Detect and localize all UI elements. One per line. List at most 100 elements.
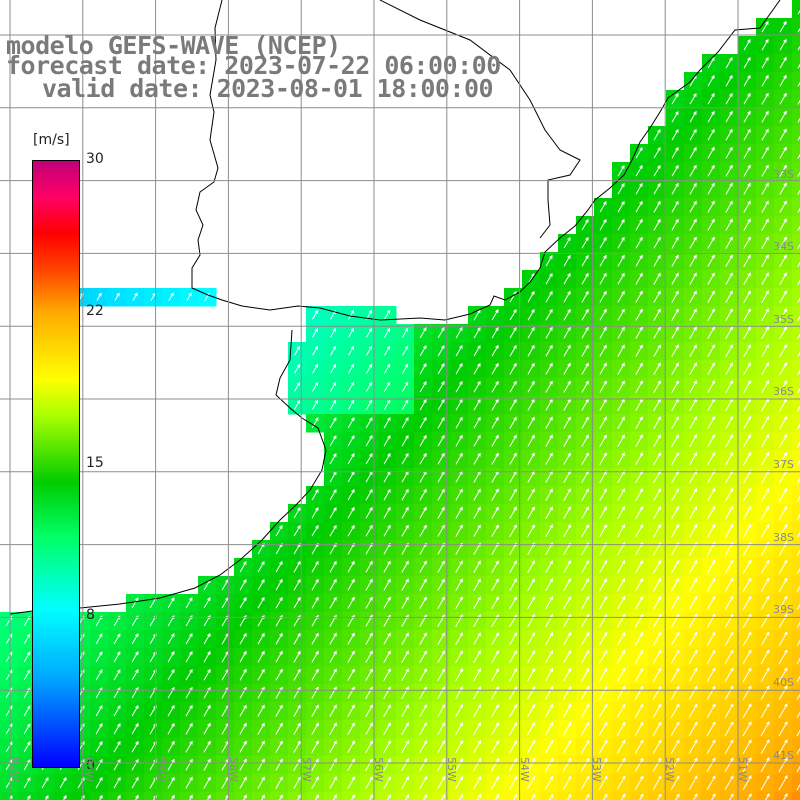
wind-vector-arrow	[634, 613, 644, 628]
wind-vector-arrow	[437, 345, 445, 357]
wind-vector-arrow	[329, 488, 337, 501]
wind-vector-arrow	[797, 225, 800, 231]
wind-vector-arrow	[761, 362, 769, 376]
wind-vector-arrow	[185, 722, 193, 735]
wind-vector-arrow	[257, 758, 265, 771]
wind-speed-cell	[144, 792, 163, 800]
wind-vector-arrow	[383, 758, 391, 772]
wind-vector-arrow	[527, 380, 535, 393]
wind-vector-arrow	[347, 363, 355, 374]
wind-vector-arrow	[707, 452, 716, 466]
wind-vector-arrow	[527, 362, 535, 375]
wind-vector-arrow	[652, 757, 662, 772]
wind-vector-arrow	[383, 686, 391, 700]
wind-vector-arrow	[455, 327, 463, 339]
wind-vector-arrow	[545, 506, 553, 520]
lat-label-34s: 34S	[773, 240, 794, 253]
wind-speed-cell	[792, 36, 800, 55]
wind-vector-arrow	[688, 523, 698, 538]
wind-speed-cell	[36, 792, 55, 800]
wind-vector-arrow	[401, 488, 409, 501]
wind-vector-arrow	[311, 524, 319, 537]
wind-vector-arrow	[581, 560, 589, 574]
wind-vector-arrow	[689, 362, 697, 376]
wind-vector-arrow	[491, 721, 500, 736]
wind-vector-arrow	[437, 632, 445, 646]
wind-speed-cell	[792, 540, 800, 559]
wind-vector-arrow	[419, 686, 427, 700]
wind-vector-arrow	[616, 739, 626, 754]
wind-vector-arrow	[653, 380, 661, 394]
wind-vector-arrow	[203, 758, 211, 771]
wind-vector-arrow	[743, 182, 751, 195]
wind-vector-arrow	[563, 470, 571, 483]
wind-vector-arrow	[329, 758, 337, 772]
wind-vector-arrow	[455, 524, 463, 537]
wind-vector-arrow	[383, 452, 391, 465]
wind-vector-arrow	[725, 182, 733, 195]
wind-vector-arrow	[778, 451, 788, 466]
wind-vector-arrow	[599, 326, 607, 339]
wind-vector-arrow	[779, 20, 787, 33]
wind-vector-arrow	[761, 200, 769, 213]
wind-vector-arrow	[509, 452, 517, 465]
wind-vector-arrow	[383, 596, 391, 609]
wind-vector-arrow	[242, 794, 247, 800]
wind-vector-arrow	[509, 578, 517, 592]
wind-vector-arrow	[527, 506, 535, 519]
wind-vector-arrow	[473, 434, 481, 447]
wind-vector-arrow	[329, 686, 337, 699]
wind-vector-arrow	[185, 668, 193, 681]
wind-vector-arrow	[419, 668, 427, 682]
lat-label-41s: 41S	[773, 749, 794, 762]
wind-vector-arrow	[509, 596, 517, 610]
wind-speed-cell	[324, 792, 343, 800]
wind-speed-cell	[522, 792, 541, 800]
wind-vector-arrow	[671, 523, 680, 538]
wind-speed-cell	[792, 450, 800, 469]
wind-vector-arrow	[311, 632, 319, 645]
wind-vector-arrow	[779, 74, 787, 87]
wind-vector-arrow	[544, 757, 554, 772]
wind-vector-arrow	[509, 650, 517, 664]
wind-vector-arrow	[779, 308, 787, 322]
wind-vector-arrow	[797, 315, 800, 322]
wind-speed-cell	[540, 792, 559, 800]
wind-vector-arrow	[617, 362, 625, 375]
wind-vector-arrow	[167, 722, 175, 735]
wind-vector-arrow	[455, 740, 464, 754]
wind-vector-arrow	[477, 793, 482, 800]
wind-speed-cell	[792, 234, 800, 253]
wind-vector-arrow	[203, 722, 211, 735]
wind-vector-arrow	[562, 775, 572, 790]
wind-vector-arrow	[167, 704, 175, 717]
wind-vector-arrow	[239, 561, 247, 573]
wind-vector-arrow	[778, 433, 788, 448]
wind-vector-arrow	[275, 686, 283, 699]
wind-speed-cell	[792, 252, 800, 271]
wind-speed-cell	[792, 396, 800, 415]
wind-vector-arrow	[491, 308, 499, 321]
wind-vector-arrow	[671, 308, 679, 321]
wind-vector-arrow	[779, 38, 787, 51]
wind-vector-arrow	[185, 650, 193, 663]
wind-vector-arrow	[473, 344, 481, 357]
wind-vector-arrow	[329, 596, 337, 609]
wind-vector-arrow	[581, 488, 589, 502]
wind-vector-arrow	[671, 416, 679, 430]
wind-vector-arrow	[779, 290, 787, 304]
wind-vector-arrow	[599, 200, 607, 213]
wind-vector-arrow	[293, 668, 301, 681]
wind-vector-arrow	[706, 505, 716, 520]
wind-vector-arrow	[581, 290, 589, 303]
wind-vector-arrow	[634, 685, 644, 700]
wind-vector-arrow	[706, 559, 716, 574]
wind-speed-cell	[756, 792, 775, 800]
wind-vector-arrow	[239, 650, 247, 663]
wind-vector-arrow	[563, 560, 571, 574]
wind-vector-arrow	[455, 596, 463, 609]
wind-vector-arrow	[797, 261, 800, 268]
wind-vector-arrow	[761, 74, 769, 87]
wind-vector-arrow	[657, 793, 662, 800]
wind-vector-arrow	[562, 721, 572, 736]
